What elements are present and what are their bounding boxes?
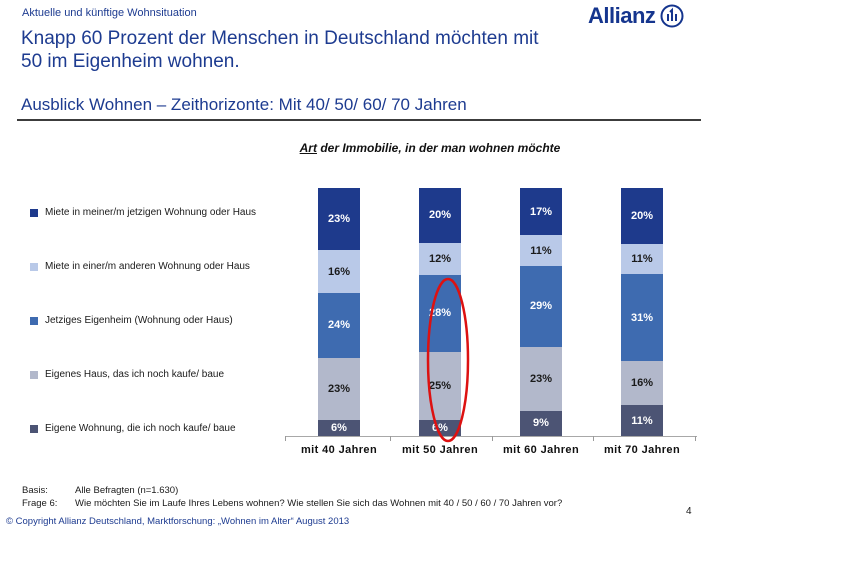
axis-tick xyxy=(285,436,286,441)
bar-segment: 16% xyxy=(318,250,360,294)
legend-item: Jetziges Eigenheim (Wohnung oder Haus) xyxy=(30,315,233,326)
breadcrumb: Aktuelle und künftige Wohnsituation xyxy=(22,7,197,19)
bar-segment: 31% xyxy=(621,274,663,361)
bar-segment: 17% xyxy=(520,188,562,236)
basis-label: Basis: xyxy=(22,485,48,496)
bar-segment: 24% xyxy=(318,293,360,358)
bar-segment: 6% xyxy=(318,419,360,436)
bar-segment: 25% xyxy=(419,351,461,420)
frage-label: Frage 6: xyxy=(22,498,58,509)
legend-label: Eigene Wohnung, die ich noch kaufe/ baue xyxy=(45,423,236,434)
bar-segment: 11% xyxy=(520,235,562,267)
page-title-line1: Knapp 60 Prozent der Menschen in Deutsch… xyxy=(21,28,539,49)
segment-value-label: 23% xyxy=(327,213,351,225)
segment-value-label: 16% xyxy=(327,265,351,278)
x-axis-label: mit 40 Jahren xyxy=(300,444,378,456)
allianz-logo: Allianz xyxy=(588,3,684,29)
chart-title: Art der Immobilie, in der man wohnen möc… xyxy=(270,141,590,155)
axis-tick xyxy=(593,436,594,441)
bar-segment: 12% xyxy=(419,242,461,276)
segment-value-label: 29% xyxy=(529,300,553,313)
x-axis-line xyxy=(285,436,697,437)
axis-tick xyxy=(390,436,391,441)
bar-segment: 23% xyxy=(318,188,360,250)
segment-value-label: 11% xyxy=(530,244,552,257)
copyright-line: © Copyright Allianz Deutschland, Marktfo… xyxy=(6,516,350,527)
legend-swatch xyxy=(30,208,38,217)
bar-mit-60-jahren: 17% 11% 29% 23% 9% xyxy=(520,188,562,437)
segment-value-label: 12% xyxy=(428,252,452,265)
bar-mit-50-jahren: 20% 12% 28% 25% 6% xyxy=(419,188,461,436)
legend-item: Miete in meiner/m jetzigen Wohnung oder … xyxy=(30,207,256,218)
chart-title-rest: der Immobilie, in der man wohnen möchte xyxy=(316,141,561,155)
x-axis-label: mit 50 Jahren xyxy=(401,444,479,456)
page-title: Knapp 60 Prozent der Menschen in Deutsch… xyxy=(21,27,539,73)
segment-value-label: 16% xyxy=(630,377,654,390)
segment-value-label: 23% xyxy=(529,372,553,385)
bar-segment: 23% xyxy=(318,357,360,420)
section-heading: Ausblick Wohnen – Zeithorizonte: Mit 40/… xyxy=(17,95,701,121)
segment-value-label: 28% xyxy=(428,307,452,320)
segment-value-label: 23% xyxy=(327,382,351,395)
bar-segment: 23% xyxy=(520,346,562,411)
legend-swatch xyxy=(30,262,38,271)
legend-swatch xyxy=(30,424,38,433)
segment-value-label: 31% xyxy=(630,311,654,324)
frage-value: Wie möchten Sie im Laufe Ihres Lebens wo… xyxy=(75,498,563,509)
segment-value-label: 6% xyxy=(432,421,448,434)
segment-value-label: 17% xyxy=(529,205,553,218)
allianz-logo-text: Allianz xyxy=(588,3,656,28)
legend-swatch xyxy=(30,316,38,325)
legend-label: Jetziges Eigenheim (Wohnung oder Haus) xyxy=(45,315,233,326)
bar-mit-40-jahren: 23% 16% 24% 23% 6% xyxy=(318,188,360,436)
segment-value-label: 25% xyxy=(428,379,452,392)
segment-value-label: 11% xyxy=(631,253,653,266)
bar-mit-70-jahren: 20% 11% 31% 16% 11% xyxy=(621,188,663,436)
bar-segment: 11% xyxy=(621,243,663,275)
bar-segment: 20% xyxy=(621,188,663,244)
bar-segment: 20% xyxy=(419,188,461,243)
legend-label: Miete in meiner/m jetzigen Wohnung oder … xyxy=(45,207,257,218)
x-axis-label: mit 60 Jahren xyxy=(502,444,580,456)
bar-segment: 9% xyxy=(520,410,562,437)
bar-segment: 16% xyxy=(621,360,663,406)
axis-tick xyxy=(695,436,696,441)
bar-segment: 11% xyxy=(621,405,663,436)
segment-value-label: 24% xyxy=(327,319,351,332)
legend-item: Eigenes Haus, das ich noch kaufe/ baue xyxy=(30,369,224,380)
bar-segment: 29% xyxy=(520,266,562,347)
basis-value: Alle Befragten (n=1.630) xyxy=(75,485,179,496)
legend-item: Miete in einer/m anderen Wohnung oder Ha… xyxy=(30,261,250,272)
segment-value-label: 20% xyxy=(428,209,452,222)
segment-value-label: 20% xyxy=(630,209,654,222)
segment-value-label: 6% xyxy=(331,421,347,434)
legend-label: Miete in einer/m anderen Wohnung oder Ha… xyxy=(45,261,250,272)
page-number: 4 xyxy=(686,506,692,517)
page-title-line2: 50 im Eigenheim wohnen. xyxy=(21,51,240,72)
legend-swatch xyxy=(30,370,38,379)
legend-label: Eigenes Haus, das ich noch kaufe/ baue xyxy=(45,369,225,380)
bar-segment: 28% xyxy=(419,275,461,352)
legend-item: Eigene Wohnung, die ich noch kaufe/ baue xyxy=(30,423,236,434)
allianz-logo-icon xyxy=(660,4,684,28)
chart-title-underlined-word: Art xyxy=(299,141,317,155)
segment-value-label: 11% xyxy=(631,414,653,427)
segment-value-label: 9% xyxy=(533,417,549,430)
x-axis-label: mit 70 Jahren xyxy=(603,444,681,456)
bar-segment: 6% xyxy=(419,419,461,436)
axis-tick xyxy=(492,436,493,441)
